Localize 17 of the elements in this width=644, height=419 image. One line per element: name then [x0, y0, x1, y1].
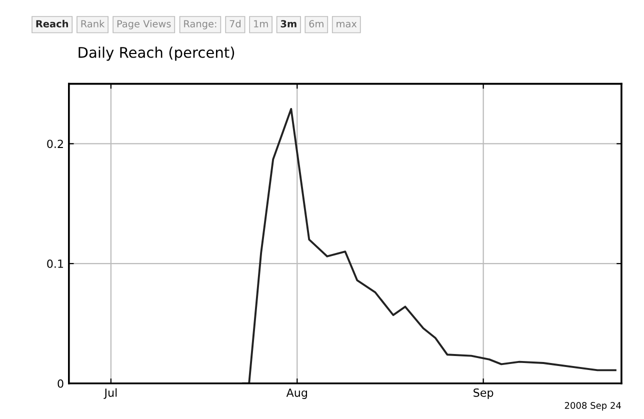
- text: 6m: [309, 20, 324, 28]
- text: 7d: [230, 20, 241, 28]
- x-tick-label: Jul: [104, 388, 117, 399]
- text: Range:: [184, 20, 216, 30]
- text: 1m: [254, 20, 268, 28]
- text: Reach: [36, 20, 68, 28]
- y-tick-label: 0.2: [47, 140, 63, 148]
- x-tick-label: Sep: [474, 388, 494, 399]
- text: 2008 Sep 24: [564, 402, 621, 411]
- chart-title: Daily Reach (percent): [78, 46, 234, 61]
- text: 3m: [280, 20, 296, 28]
- y-tick-label: 0: [58, 379, 64, 388]
- text: Rank: [81, 20, 105, 28]
- text: Page Views: [117, 20, 171, 30]
- y-tick-label: 0.1: [47, 260, 64, 268]
- x-tick-label: Aug: [286, 388, 307, 399]
- text: max: [336, 22, 357, 28]
